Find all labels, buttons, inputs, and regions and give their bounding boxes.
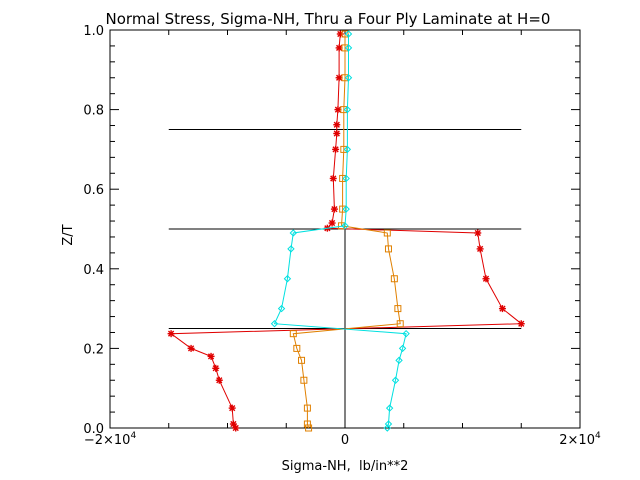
data-point: [339, 174, 347, 182]
data-point: [394, 305, 402, 313]
data-point: [342, 174, 350, 183]
data-point: [212, 364, 220, 372]
data-point: [303, 404, 311, 412]
data-point: [289, 330, 297, 338]
y-tick-label: 0.2: [83, 342, 104, 357]
y-tick-label: 0.6: [83, 183, 104, 198]
y-tick-label: 0.0: [83, 422, 104, 437]
data-point: [402, 329, 410, 338]
data-point: [395, 356, 403, 365]
data-point: [385, 404, 394, 412]
series-group: [289, 30, 404, 432]
series-line: [169, 33, 523, 429]
x-tick-label: −2×104: [84, 431, 137, 448]
series-group: [270, 30, 410, 432]
data-point: [336, 30, 344, 38]
data-point: [344, 74, 353, 82]
data-point: [396, 320, 404, 328]
data-point: [474, 229, 482, 237]
data-point: [215, 376, 223, 384]
data-point: [384, 420, 393, 428]
data-point: [187, 344, 195, 352]
data-point: [335, 74, 343, 82]
data-point: [329, 174, 337, 182]
y-tick-label: 0.4: [83, 263, 104, 278]
data-point: [333, 129, 341, 137]
x-tick-label: 2×104: [559, 431, 601, 448]
series-line: [273, 34, 407, 429]
data-point: [383, 424, 392, 432]
series-group: [167, 30, 525, 432]
data-point: [498, 305, 506, 313]
data-point: [344, 30, 353, 38]
data-point: [287, 245, 295, 253]
chart-title: Normal Stress, Sigma-NH, Thru a Four Ply…: [106, 10, 551, 28]
data-point: [305, 424, 313, 432]
y-tick-label: 0.8: [83, 104, 104, 119]
data-point: [298, 356, 306, 364]
data-point: [398, 344, 407, 353]
x-tick-label: 0: [341, 433, 349, 448]
data-point: [340, 145, 348, 153]
data-point: [482, 275, 490, 283]
data-point: [344, 44, 353, 52]
data-point: [332, 145, 340, 153]
data-series: [167, 30, 525, 432]
data-point: [391, 376, 400, 384]
data-point: [328, 219, 336, 227]
x-axis-label: Sigma-NH, lb/in**2: [282, 459, 409, 474]
data-point: [390, 275, 398, 283]
data-point: [340, 106, 348, 114]
data-point: [228, 404, 236, 412]
y-axis-label: Z/T: [61, 224, 76, 245]
data-point: [277, 304, 286, 313]
axis-ticks: [109, 29, 581, 429]
data-point: [283, 275, 292, 283]
data-point: [330, 205, 338, 213]
data-point: [342, 205, 350, 213]
data-point: [293, 344, 301, 352]
data-point: [207, 352, 215, 360]
data-point: [229, 420, 237, 428]
reference-lines: [168, 129, 522, 428]
data-point: [289, 229, 298, 237]
data-point: [517, 320, 525, 328]
data-point: [167, 330, 175, 338]
data-point: [303, 420, 311, 428]
data-point: [300, 376, 308, 384]
data-point: [341, 222, 349, 230]
data-point: [339, 205, 347, 213]
data-point: [333, 121, 341, 129]
data-point: [334, 106, 342, 114]
tick-labels: 0.0 0.2 0.4 0.6 0.8 1.0 −2×104 0 2×104: [83, 24, 601, 448]
data-point: [270, 320, 279, 328]
data-point: [476, 245, 484, 253]
data-point: [383, 229, 391, 237]
data-point: [343, 105, 352, 114]
data-point: [341, 30, 349, 38]
data-point: [384, 245, 392, 253]
data-point: [343, 145, 352, 154]
y-tick-label: 1.0: [83, 24, 104, 39]
data-point: [335, 44, 343, 52]
